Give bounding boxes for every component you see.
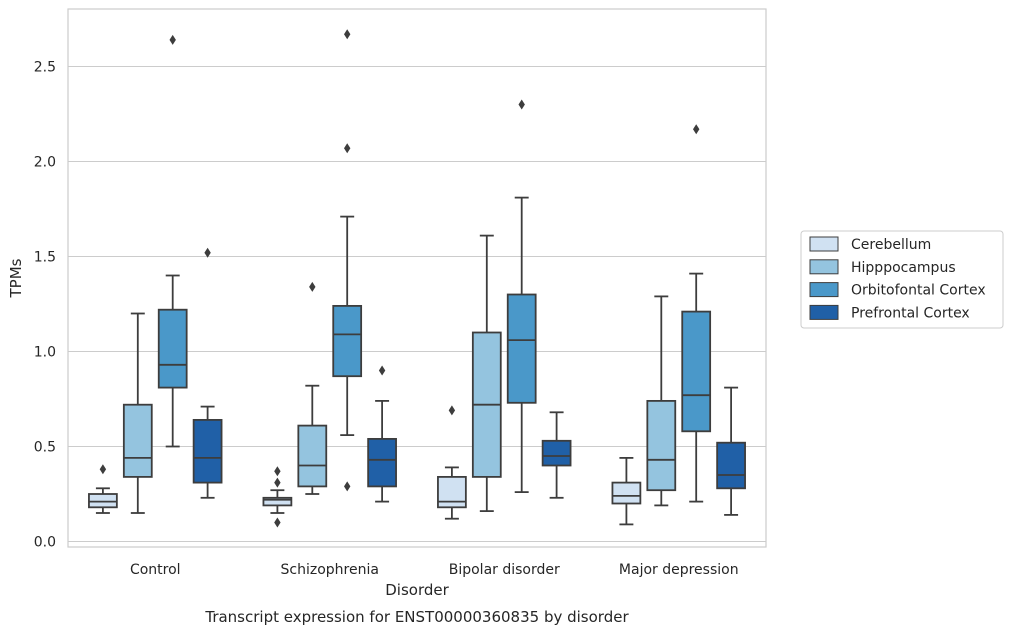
box-body bbox=[506, 293, 537, 404]
box-body bbox=[611, 481, 642, 505]
box-body bbox=[297, 424, 328, 488]
legend-frame bbox=[800, 230, 1004, 329]
box-body bbox=[262, 496, 293, 507]
plot-frame bbox=[67, 8, 767, 548]
y-tick-label-5: 2.5 bbox=[34, 60, 56, 76]
outlier-0 bbox=[344, 481, 351, 492]
outlier-0 bbox=[448, 405, 456, 416]
outlier-0 bbox=[99, 464, 107, 475]
box-0-2 bbox=[157, 34, 188, 448]
box-body bbox=[122, 403, 153, 478]
box-3-3 bbox=[716, 386, 746, 516]
outlier-1 bbox=[344, 143, 351, 154]
box-body bbox=[437, 475, 467, 509]
legend: Cerebellum Hipppocampus Orbitofontal Corte… bbox=[800, 230, 1004, 329]
outlier-0 bbox=[693, 124, 700, 135]
box-3-0 bbox=[611, 456, 642, 526]
y-tick-label-3: 1.5 bbox=[34, 250, 56, 266]
box-body bbox=[88, 493, 118, 509]
box-body bbox=[681, 310, 712, 433]
box-body bbox=[541, 439, 572, 467]
box-1-0 bbox=[262, 466, 293, 528]
box-layer bbox=[88, 29, 746, 528]
box-0-0 bbox=[88, 464, 118, 514]
legend-label-3: Prefrontal Cortex bbox=[851, 305, 970, 321]
box-body bbox=[157, 308, 188, 389]
legend-swatch-1 bbox=[809, 259, 839, 275]
outlier-0 bbox=[518, 99, 525, 110]
box-2-0 bbox=[437, 405, 467, 520]
box-2-1 bbox=[471, 234, 502, 513]
y-tick-labels: 0.0 0.5 1.0 1.5 2.0 2.5 bbox=[34, 60, 56, 551]
y-tick-label-1: 0.5 bbox=[34, 440, 56, 456]
x-tick-label-2: Bipolar disorder bbox=[449, 562, 560, 578]
box-body bbox=[646, 399, 677, 492]
outlier-2 bbox=[344, 29, 351, 40]
chart-caption: Transcript expression for ENST0000036083… bbox=[204, 608, 629, 626]
y-axis-title: TPMs bbox=[7, 258, 25, 298]
box-1-1 bbox=[297, 281, 328, 495]
y-tick-label-4: 2.0 bbox=[34, 155, 56, 171]
x-tick-label-3: Major depression bbox=[619, 562, 739, 578]
outlier-0 bbox=[274, 517, 281, 528]
x-tick-label-1: Schizophrenia bbox=[281, 562, 379, 578]
legend-swatch-3 bbox=[809, 304, 839, 320]
legend-swatch-2 bbox=[809, 282, 839, 298]
x-tick-label-0: Control bbox=[130, 562, 181, 578]
x-tick-labels: Control Schizophrenia Bipolar disorder Majo… bbox=[130, 562, 739, 578]
outlier-0 bbox=[169, 34, 176, 45]
box-3-1 bbox=[646, 295, 677, 507]
legend-label-1: Hipppocampus bbox=[851, 260, 956, 276]
y-tick-label-0: 0.0 bbox=[34, 535, 56, 551]
legend-swatch-0 bbox=[809, 236, 839, 252]
box-2-2 bbox=[506, 99, 537, 494]
box-body bbox=[332, 304, 363, 378]
box-body bbox=[716, 441, 746, 490]
x-axis-title: Disorder bbox=[385, 581, 449, 599]
outlier-1 bbox=[274, 477, 281, 488]
box-0-1 bbox=[122, 312, 153, 514]
box-0-3 bbox=[192, 247, 223, 499]
y-tick-label-2: 1.0 bbox=[34, 345, 56, 361]
box-1-2 bbox=[332, 29, 363, 492]
box-1-3 bbox=[367, 365, 397, 503]
legend-label-2: Orbitofontal Cortex bbox=[851, 283, 986, 299]
legend-label-0: Cerebellum bbox=[851, 237, 931, 253]
outlier-0 bbox=[204, 247, 211, 258]
outlier-2 bbox=[274, 466, 281, 477]
box-body bbox=[367, 437, 397, 488]
box-body bbox=[192, 418, 223, 484]
box-2-3 bbox=[541, 411, 572, 499]
outlier-0 bbox=[309, 281, 316, 292]
box-3-2 bbox=[681, 124, 712, 503]
outlier-0 bbox=[378, 365, 386, 376]
